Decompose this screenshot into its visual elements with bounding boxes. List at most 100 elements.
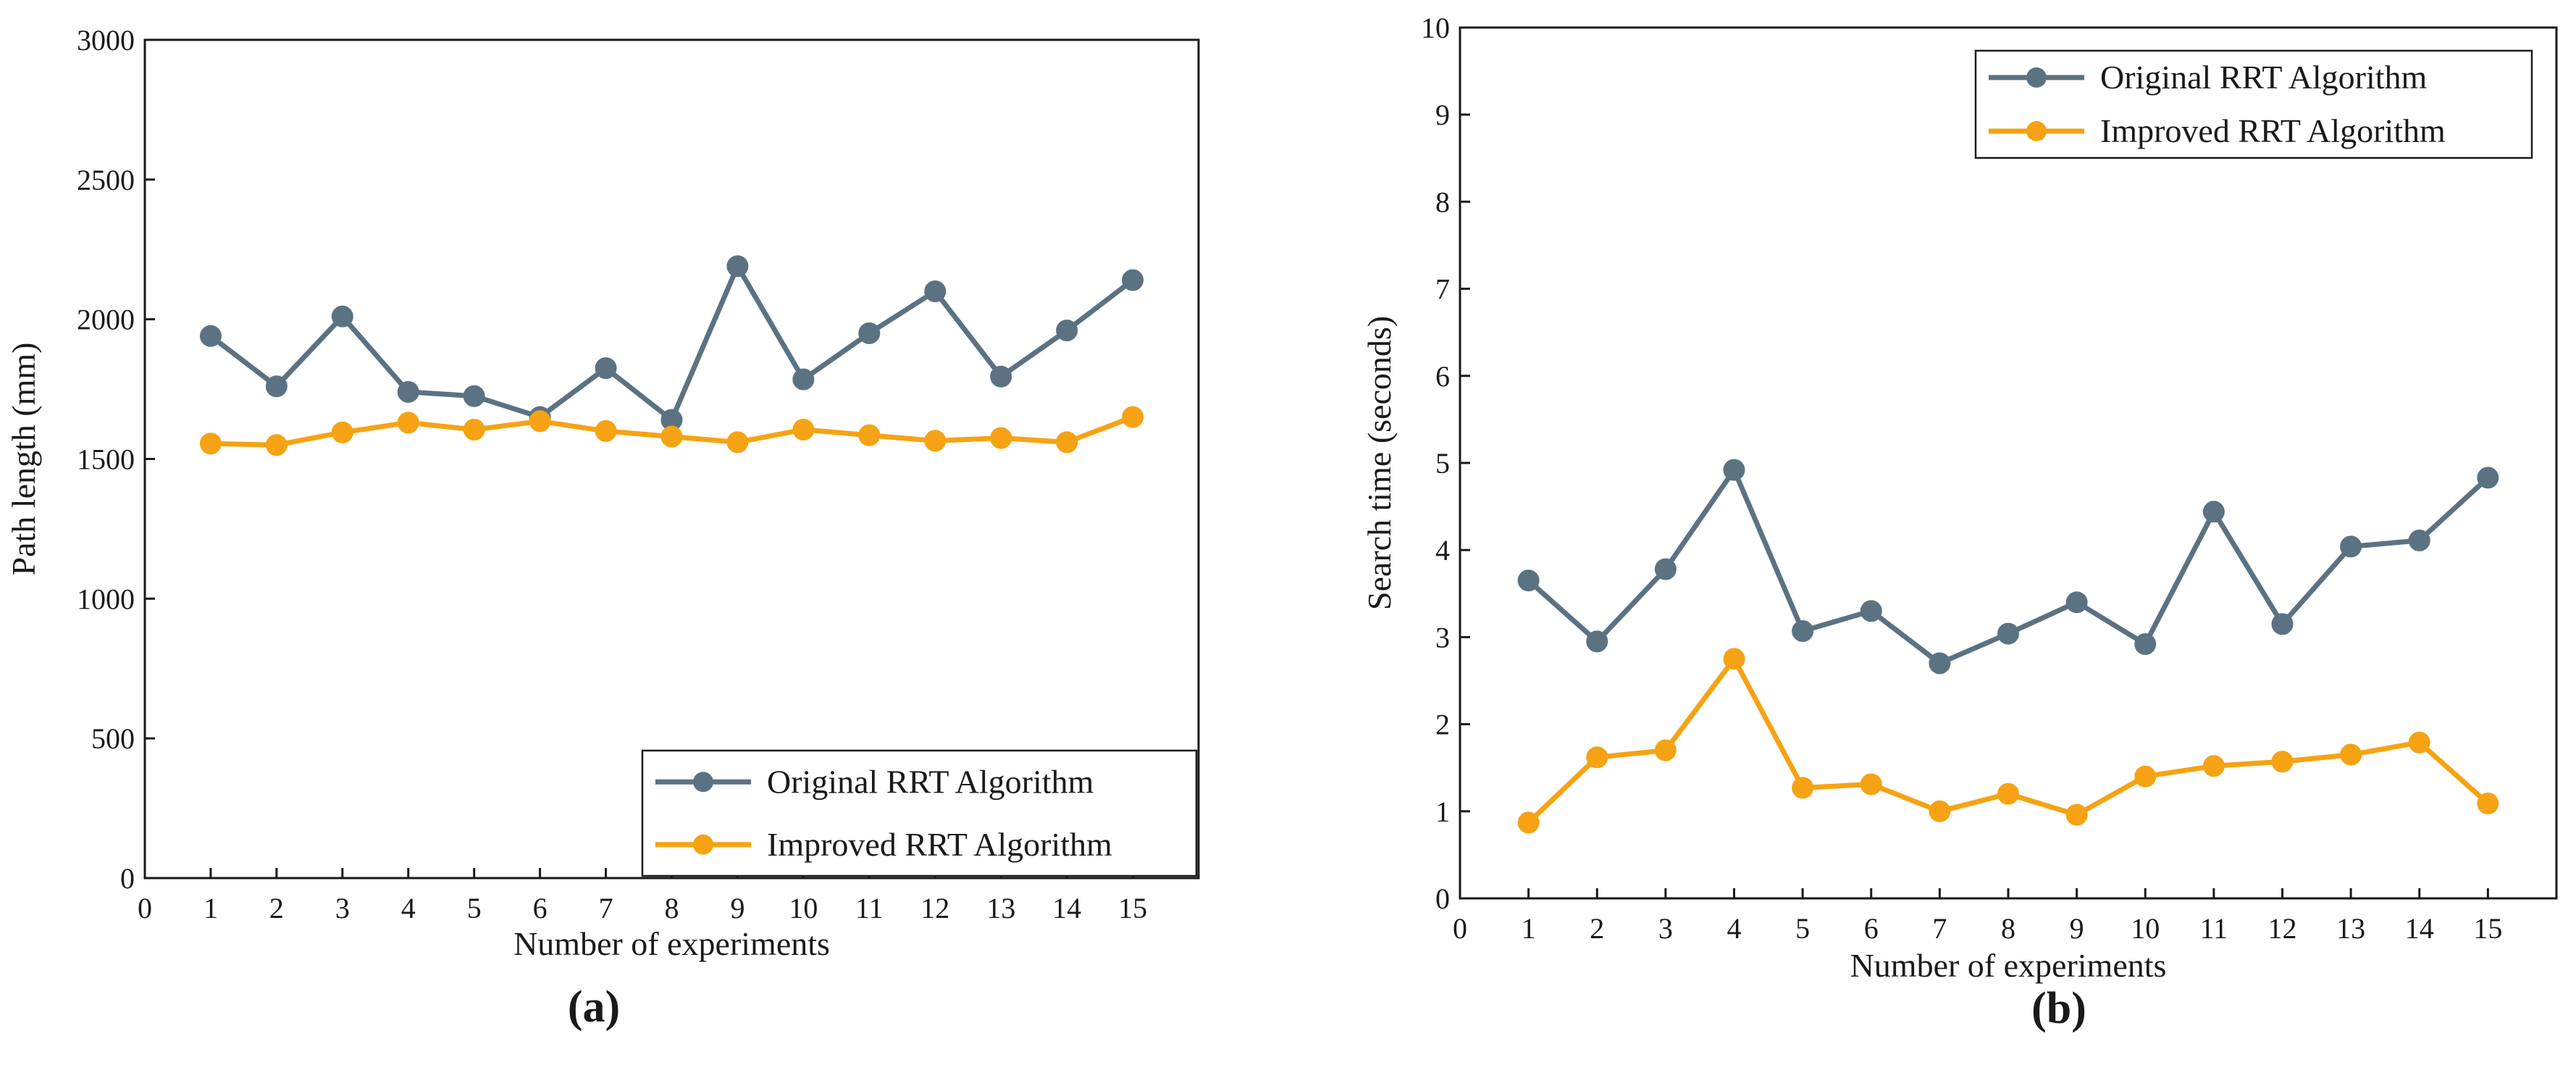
x-tick-label: 3 <box>1658 912 1673 945</box>
x-tick-label: 9 <box>2070 912 2084 945</box>
x-tick-label: 11 <box>855 892 884 924</box>
chart-panel-1: 0 1 2 3 4 5 6 7 8 9 10 11 12 13 14 15050010001500200025… <box>5 24 1200 1032</box>
series-2-point <box>2271 751 2294 773</box>
series-2-point <box>1723 648 1745 670</box>
y-tick-label: 8 <box>1435 185 1450 218</box>
x-tick-label: 5 <box>1795 912 1810 945</box>
x-axis-label: Number of experiments <box>1850 947 2167 984</box>
legend-label-1: Original RRT Algorithm <box>767 763 1094 800</box>
series-2-point <box>1997 782 2019 805</box>
series-1-point <box>990 365 1012 388</box>
series-2-point <box>924 430 947 452</box>
x-tick-label: 7 <box>599 892 613 924</box>
series-1-point <box>924 280 947 303</box>
series-1-point <box>595 357 617 380</box>
x-tick-label: 9 <box>730 892 744 924</box>
x-tick-label: 8 <box>2001 912 2015 945</box>
y-tick-label: 2500 <box>77 164 135 196</box>
x-tick-label: 5 <box>467 892 482 924</box>
y-axis-label: Search time (seconds) <box>1361 316 1398 610</box>
series-2-point <box>1122 406 1144 428</box>
series-1-point <box>265 375 288 398</box>
series-2-point <box>1586 746 1608 769</box>
x-tick-label: 11 <box>2200 912 2228 945</box>
series-1-point <box>331 305 353 327</box>
series-2-point <box>1517 811 1540 834</box>
series-1-point <box>1517 569 1540 592</box>
series-1-point <box>2065 591 2088 614</box>
series-2-point <box>1792 777 1814 799</box>
series-1-point <box>2134 633 2157 656</box>
y-tick-label: 0 <box>120 862 135 895</box>
series-2-point <box>660 425 683 448</box>
series-1-point <box>1929 652 1951 674</box>
y-tick-label: 1 <box>1435 795 1450 828</box>
series-2-point <box>858 424 881 446</box>
series-2-point <box>2340 743 2362 766</box>
series-2-point <box>331 421 353 443</box>
series-1-point <box>1586 630 1608 653</box>
series-1-point <box>2202 501 2225 523</box>
x-tick-label: 14 <box>1052 892 1081 924</box>
x-tick-label: 6 <box>533 892 547 924</box>
legend-label-1: Original RRT Algorithm <box>2100 59 2428 96</box>
y-tick-label: 5 <box>1435 447 1450 480</box>
x-tick-label: 4 <box>1727 912 1742 945</box>
chart-panel-2: 0 1 2 3 4 5 6 7 8 9 10 11 12 13 14 15012345678910Number… <box>1361 12 2558 1033</box>
y-tick-label: 1000 <box>77 582 135 615</box>
legend-marker-2 <box>2026 121 2047 141</box>
x-tick-label: 12 <box>920 892 949 924</box>
series-1-point <box>1056 320 1078 342</box>
series-1-point <box>2408 529 2430 551</box>
series-1-point <box>1792 619 1814 642</box>
panel-label: (a) <box>568 982 620 1032</box>
legend-marker-2 <box>693 834 713 855</box>
series-2-point <box>1929 800 1951 822</box>
series-2-point <box>397 412 419 434</box>
x-tick-label: 14 <box>2405 912 2434 945</box>
x-tick-label: 4 <box>401 892 416 924</box>
series-1-point <box>2340 535 2362 558</box>
legend-box <box>1974 49 2533 159</box>
panel-label: (b) <box>2031 984 2086 1033</box>
x-tick-label: 13 <box>2336 912 2365 945</box>
series-1-point <box>1122 269 1144 291</box>
y-tick-label: 0 <box>1435 882 1450 915</box>
y-tick-label: 3000 <box>77 24 135 57</box>
x-tick-label: 2 <box>269 892 284 924</box>
series-2-point <box>990 427 1012 449</box>
series-2-point <box>463 419 485 441</box>
series-1-point <box>1654 558 1677 580</box>
series-1-point <box>792 368 815 390</box>
x-tick-label: 7 <box>1932 912 1947 945</box>
series-2-point <box>1860 773 1882 795</box>
series-1-point <box>463 385 485 407</box>
x-tick-label: 3 <box>335 892 350 924</box>
series-1-point <box>2477 467 2499 489</box>
series-1-point <box>2271 613 2294 635</box>
x-tick-label: 12 <box>2268 912 2297 945</box>
series-1-point <box>1860 600 1882 622</box>
x-tick-label: 6 <box>1864 912 1879 945</box>
y-tick-label: 10 <box>1421 12 1450 44</box>
y-tick-label: 1500 <box>77 443 135 476</box>
x-tick-label: 15 <box>2473 912 2502 945</box>
series-line-1 <box>209 263 1135 423</box>
series-2-point <box>2065 803 2088 826</box>
series-1-point <box>199 325 222 347</box>
series-2-point <box>2477 792 2499 814</box>
legend-box <box>641 749 1198 877</box>
x-tick-label: 15 <box>1118 892 1147 924</box>
x-tick-label: 1 <box>1522 912 1536 945</box>
series-2-point <box>2408 731 2430 753</box>
x-tick-label: 1 <box>204 892 218 924</box>
series-2-point <box>199 433 222 455</box>
y-axis-label: Path length (mm) <box>5 343 42 576</box>
y-tick-label: 2000 <box>77 304 135 336</box>
legend-marker-1 <box>693 772 713 793</box>
series-2-point <box>1654 739 1677 761</box>
x-tick-label: 0 <box>1453 912 1467 945</box>
y-tick-label: 500 <box>91 722 135 755</box>
y-tick-label: 4 <box>1435 534 1450 567</box>
x-tick-label: 10 <box>789 892 818 924</box>
